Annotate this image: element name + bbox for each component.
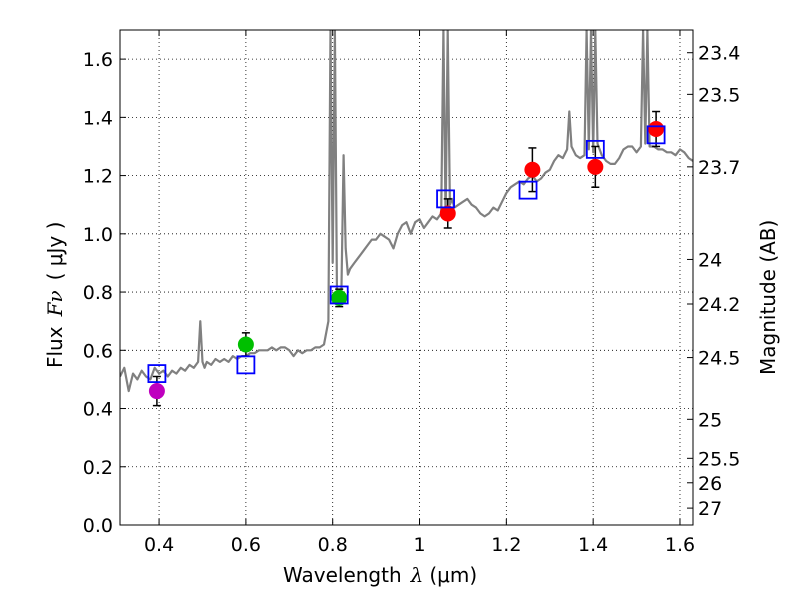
plot-area xyxy=(120,30,693,525)
y-axis-label-unit: ( μJy ) xyxy=(43,222,67,281)
y-tick-label: 0.4 xyxy=(83,399,113,421)
axis-ticks: 0.4 0.6 0.8 1 1.2 1.4 1.6 0.0 0.2 0.4 0.6 0.8 1.0 1.2… xyxy=(83,30,740,556)
y-tick-label: 1.4 xyxy=(83,107,113,129)
right-tick-label: 23.7 xyxy=(698,157,740,179)
model-flux-square xyxy=(147,364,167,383)
x-tick-label: 0.4 xyxy=(144,534,174,556)
model-flux-square xyxy=(436,189,455,209)
y-tick-label: 0.2 xyxy=(83,457,113,479)
y-axis-label-prefix: Flux xyxy=(43,326,67,368)
observed-point xyxy=(439,205,456,222)
y-tick-label: 0.8 xyxy=(83,282,113,304)
x-axis-label-symbol: λ xyxy=(410,563,424,587)
x-axis-label-unit: (μm) xyxy=(429,563,477,587)
x-tick-label: 1.2 xyxy=(491,534,521,556)
y-axis-label-symbol: Fν xyxy=(43,290,67,317)
data-layer xyxy=(120,30,693,407)
y-tick-label: 1.6 xyxy=(83,49,113,71)
y-tick-label: 0.0 xyxy=(83,515,113,537)
x-tick-label: 1 xyxy=(413,534,425,556)
observed-point xyxy=(148,383,165,400)
right-tick-label: 24.2 xyxy=(698,294,740,316)
observed-point xyxy=(648,121,665,137)
right-tick-label: 24.5 xyxy=(698,348,740,370)
x-tick-label: 0.6 xyxy=(231,534,261,556)
right-tick-label: 26 xyxy=(698,473,722,495)
right-tick-label: 25.5 xyxy=(698,448,740,470)
y-tick-label: 0.6 xyxy=(83,340,113,362)
model-flux-square xyxy=(236,355,256,375)
y-tick-label: 1.0 xyxy=(83,224,113,246)
right-tick-label: 25 xyxy=(698,409,722,431)
right-tick-label: 27 xyxy=(698,498,722,520)
plot-frame xyxy=(119,29,694,526)
observed-point xyxy=(524,161,541,178)
model-flux-square xyxy=(329,285,349,305)
right-tick-label: 24 xyxy=(698,249,722,271)
observed-point xyxy=(237,336,254,353)
model-flux-square xyxy=(518,180,538,200)
right-axis-label: Magnitude (AB) xyxy=(756,220,780,375)
observed-point xyxy=(331,289,348,306)
model-flux-square xyxy=(585,139,605,159)
x-tick-label: 1.4 xyxy=(578,534,608,556)
model-flux-square xyxy=(646,125,666,145)
y-tick-label: 1.2 xyxy=(83,166,113,188)
x-axis-label-prefix: Wavelength xyxy=(283,563,402,587)
x-axis-label: Wavelength λ (μm) xyxy=(283,563,477,587)
observed-point xyxy=(587,158,604,175)
spectrum-line xyxy=(120,30,693,393)
x-tick-label: 1.6 xyxy=(665,534,695,556)
right-tick-label: 23.5 xyxy=(698,84,740,106)
right-tick-label: 23.4 xyxy=(698,43,740,65)
y-axis-label: Flux Fν ( μJy ) xyxy=(43,222,67,368)
x-tick-label: 0.8 xyxy=(318,534,348,556)
grid xyxy=(120,30,693,526)
